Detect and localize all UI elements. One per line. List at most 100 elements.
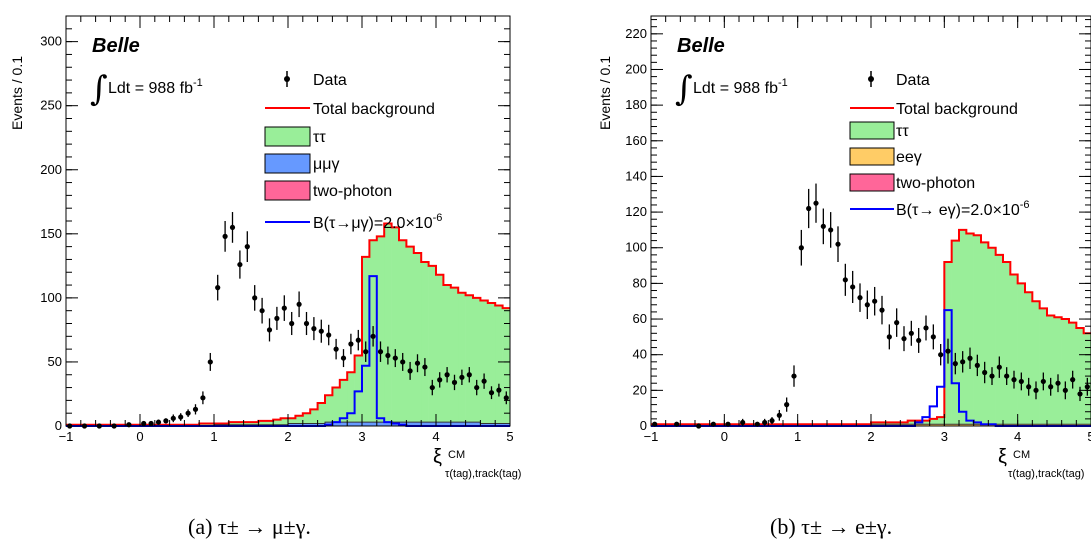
data-marker xyxy=(392,355,398,361)
y-tick-label: 100 xyxy=(625,240,647,255)
data-point xyxy=(377,341,384,362)
data-marker xyxy=(496,387,502,393)
data-marker xyxy=(303,320,310,327)
data-point xyxy=(437,372,443,388)
y-tick-label: 80 xyxy=(633,275,647,290)
data-point xyxy=(769,417,775,425)
tautau-bin xyxy=(443,285,452,426)
data-point xyxy=(828,212,834,248)
luminosity-label: ∫ Ldt = 988 fb-1 xyxy=(675,69,788,109)
tautau-bin xyxy=(995,254,1004,426)
data-marker xyxy=(1070,377,1076,383)
y-tick-label: 120 xyxy=(625,204,647,219)
data-point xyxy=(126,422,132,428)
tautau-bin xyxy=(1061,319,1070,426)
tautau-bin xyxy=(473,297,481,426)
data-points xyxy=(67,212,509,429)
data-point xyxy=(466,367,472,383)
legend-mumugamma-label: μμγ xyxy=(313,156,339,173)
tautau-bin xyxy=(243,422,252,426)
y-tick-label: 200 xyxy=(625,61,647,76)
legend-signal: B(τ→μγ)=2.0×10-6 xyxy=(265,212,442,232)
data-marker xyxy=(296,301,302,307)
y-tick-labels: 0 50 100 150 200 250 300 xyxy=(40,34,62,433)
x-tick-label: 1 xyxy=(794,429,801,444)
data-point xyxy=(1026,377,1032,396)
minor-background-bin xyxy=(376,422,385,426)
data-marker xyxy=(155,419,162,425)
data-point xyxy=(806,188,812,229)
axis-ticks xyxy=(650,16,1091,427)
data-point xyxy=(1084,377,1090,396)
data-point xyxy=(923,315,929,341)
y-tick-label: 40 xyxy=(633,347,647,362)
data-marker xyxy=(872,298,878,304)
data-point xyxy=(318,319,324,343)
minor-background-bin xyxy=(973,424,982,426)
data-point xyxy=(259,297,265,324)
legend-mumugamma: μμγ xyxy=(264,153,339,174)
x-tick-labels: −1 0 1 2 3 4 5 xyxy=(644,429,1091,444)
tautau-bin xyxy=(922,420,930,426)
data-point xyxy=(1048,377,1054,396)
data-point xyxy=(872,286,878,316)
data-point xyxy=(370,326,376,347)
x-tick-label: 5 xyxy=(506,429,513,444)
data-marker xyxy=(207,359,213,365)
minor-background-bin xyxy=(413,422,422,426)
data-marker xyxy=(451,379,458,386)
y-tick-label: 160 xyxy=(625,133,647,148)
data-marker xyxy=(459,374,465,380)
data-point xyxy=(982,361,988,384)
tautau-bin xyxy=(206,423,215,426)
belle-label: Belle xyxy=(92,35,140,57)
minor-background-bin xyxy=(421,422,429,426)
data-marker xyxy=(163,418,169,424)
x-tick-label: −1 xyxy=(59,429,74,444)
tautau-bin xyxy=(325,395,333,426)
data-point xyxy=(229,212,236,243)
data-marker xyxy=(289,320,295,327)
tautau-bin xyxy=(458,292,466,426)
legend-eegamma: eeγ xyxy=(849,147,922,166)
y-tick-label: 0 xyxy=(640,418,647,433)
tautau-bin xyxy=(384,223,392,426)
data-marker xyxy=(908,330,914,336)
data-point xyxy=(215,274,221,301)
data-marker xyxy=(126,422,132,428)
data-point xyxy=(894,308,900,337)
data-marker xyxy=(894,320,900,326)
tautau-bin xyxy=(929,418,938,426)
data-point xyxy=(1018,372,1024,391)
data-marker xyxy=(850,284,856,290)
tautau-bin xyxy=(376,236,385,426)
data-marker xyxy=(974,362,980,368)
minor-background-bin xyxy=(428,422,437,426)
data-marker xyxy=(784,402,790,408)
data-point xyxy=(1011,370,1017,389)
y-tick-label: 180 xyxy=(625,97,647,112)
tautau-bin xyxy=(347,372,355,426)
tautau-bin xyxy=(450,287,459,426)
data-marker xyxy=(229,224,236,231)
data-point xyxy=(311,317,317,341)
data-point xyxy=(451,374,458,391)
data-point xyxy=(496,383,502,397)
data-marker xyxy=(835,241,841,247)
tautau-bin xyxy=(988,247,996,426)
y-tick-label: 300 xyxy=(40,34,62,49)
data-marker xyxy=(333,346,339,352)
y-tick-label: 60 xyxy=(633,311,647,326)
tautau-bin xyxy=(1010,274,1018,426)
x-tick-label: 4 xyxy=(432,429,439,444)
data-marker xyxy=(791,373,797,379)
minor-background-bin xyxy=(288,423,296,426)
data-marker xyxy=(1004,373,1010,379)
data-marker xyxy=(148,420,154,427)
y-tick-label: 220 xyxy=(625,26,647,41)
data-point xyxy=(798,229,804,266)
data-point xyxy=(200,391,206,405)
data-marker xyxy=(474,384,480,391)
data-point xyxy=(141,420,147,427)
